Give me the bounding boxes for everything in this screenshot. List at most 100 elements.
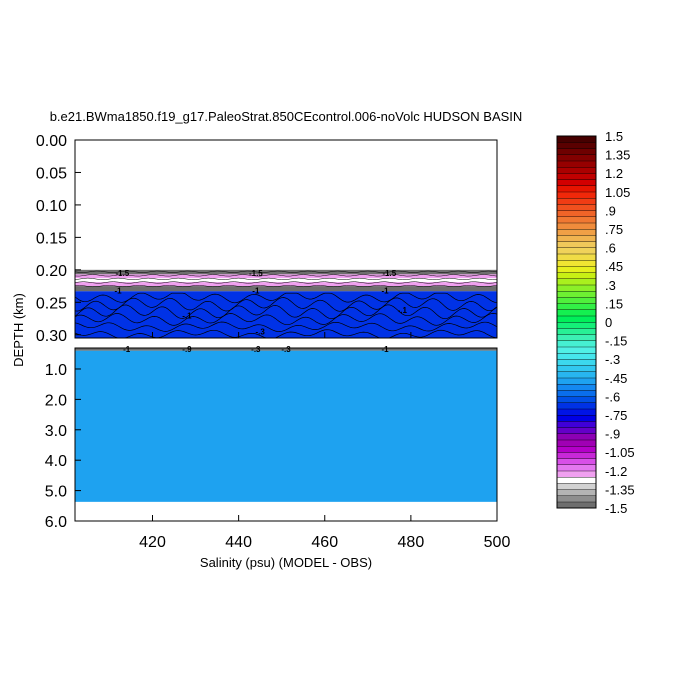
contour-label: -.9 [182,345,192,354]
colorbar-swatch [556,253,597,261]
upper-panel-frame [74,139,498,339]
colorbar-swatch [556,278,597,286]
colorbar-swatch [556,433,597,441]
colorbar-frame [556,135,597,509]
upper-panel-layer-3 [75,278,497,283]
x-tick-label: 440 [225,534,252,551]
colorbar-swatch [556,414,597,422]
contour-line [74,329,498,339]
colorbar-swatch [556,272,597,279]
colorbar-swatch [556,241,597,248]
colorbar-swatch [556,197,597,205]
colorbar-label: .45 [605,259,623,274]
colorbar-label: .9 [605,203,616,218]
colorbar-swatch [556,247,597,255]
upper-panel-y-tick-label: 0.10 [36,198,67,215]
contour-line [74,304,498,320]
colorbar-label: -1.05 [605,445,635,460]
lower-panel-y-tick-label: 3.0 [45,423,67,440]
x-tick-label: 480 [398,534,425,551]
colorbar-swatch [556,346,597,354]
colorbar-swatch [556,352,597,360]
lower-panel-y-tick-label: 2.0 [45,392,67,409]
upper-panel-y-tick-label: 0.30 [36,328,67,345]
colorbar-swatch [556,439,597,447]
colorbar-swatch [556,284,597,292]
colorbar-swatch [556,377,597,385]
colorbar-swatch [556,216,597,224]
x-tick-label: 420 [139,534,166,551]
contour-line [74,313,498,326]
upper-panel-y-tick-label: 0.00 [36,133,67,150]
contour-line [74,277,498,280]
contour-line [74,285,498,288]
colorbar-label: -1.5 [605,501,627,516]
lower-panel-y-tick-label: 4.0 [45,453,67,470]
contour-label: -.3 [255,328,265,337]
upper-panel-layer-4 [75,282,497,287]
upper-panel-y-tick-label: 0.20 [36,263,67,280]
colorbar-swatch [556,334,597,341]
x-tick-label: 500 [484,534,511,551]
colorbar-swatch [556,483,597,490]
colorbar-swatch [556,160,597,168]
chart-title: b.e21.BWma1850.f19_g17.PaleoStrat.850CEc… [50,109,523,124]
lower-panel-y-tick-label: 5.0 [45,484,67,501]
colorbar-swatch [556,408,597,416]
upper-panel-layer-5 [75,286,497,292]
contour-line [74,321,498,332]
colorbar-swatch [556,172,597,180]
lower-panel-layer-0 [75,348,497,351]
colorbar-swatch [556,266,597,273]
colorbar-label: .6 [605,241,616,256]
colorbar-swatch [556,464,597,472]
upper-panel-y-tick-label: 0.15 [36,230,67,247]
lower-panel-layer-1 [75,350,497,502]
upper-contour-lines [74,270,498,339]
colorbar-swatch [556,290,597,298]
contour-line [74,270,498,273]
contour-line [74,292,498,304]
colorbar-label: -.6 [605,389,620,404]
lower-panel-y-tick-label: 6.0 [45,514,67,531]
colorbar-swatch [556,359,597,366]
upper-panel-y-tick-label: 0.05 [36,165,67,182]
colorbar-label: -1.35 [605,482,635,497]
colorbar-swatch [556,179,597,186]
contour-label: -.3 [281,345,291,354]
colorbar-swatch [556,191,597,199]
colorbar-swatch [556,445,597,453]
colorbar-swatch [556,421,597,428]
colorbar-label: .15 [605,296,623,311]
colorbar-swatch [556,452,597,459]
contour-label: -.1 [398,306,408,315]
colorbar-swatch [556,148,597,155]
colorbar-swatch [556,383,597,391]
colorbar-label: 1.5 [605,129,623,144]
colorbar-swatch [556,234,597,242]
lower-panel-frame [74,347,498,522]
colorbar-swatch [556,476,597,484]
colorbar-swatch [556,222,597,230]
colorbar-swatch [556,390,597,397]
contour-label: -1.5 [249,269,263,278]
contour-label: -1 [381,345,389,354]
colorbar-swatch [556,309,597,317]
colorbar-swatch [556,141,597,149]
contour-label: -1.5 [382,269,396,278]
contour-line [74,274,498,277]
colorbar-label: -.3 [605,352,620,367]
colorbar-swatch [556,340,597,348]
colorbar-swatch [556,154,597,162]
y-axis-label: DEPTH (km) [11,293,26,367]
colorbar-swatch [556,365,597,372]
colorbar-swatch [556,315,597,323]
colorbar-swatch [556,328,597,335]
colorbar-swatch [556,303,597,310]
contour-label: -1 [114,287,122,296]
lower-panel-y-tick-label: 1.0 [45,362,67,379]
colorbar-swatch [556,495,597,503]
colorbar-swatch [556,501,597,509]
colorbar-swatch [556,210,597,217]
colorbar-swatch [556,427,597,434]
